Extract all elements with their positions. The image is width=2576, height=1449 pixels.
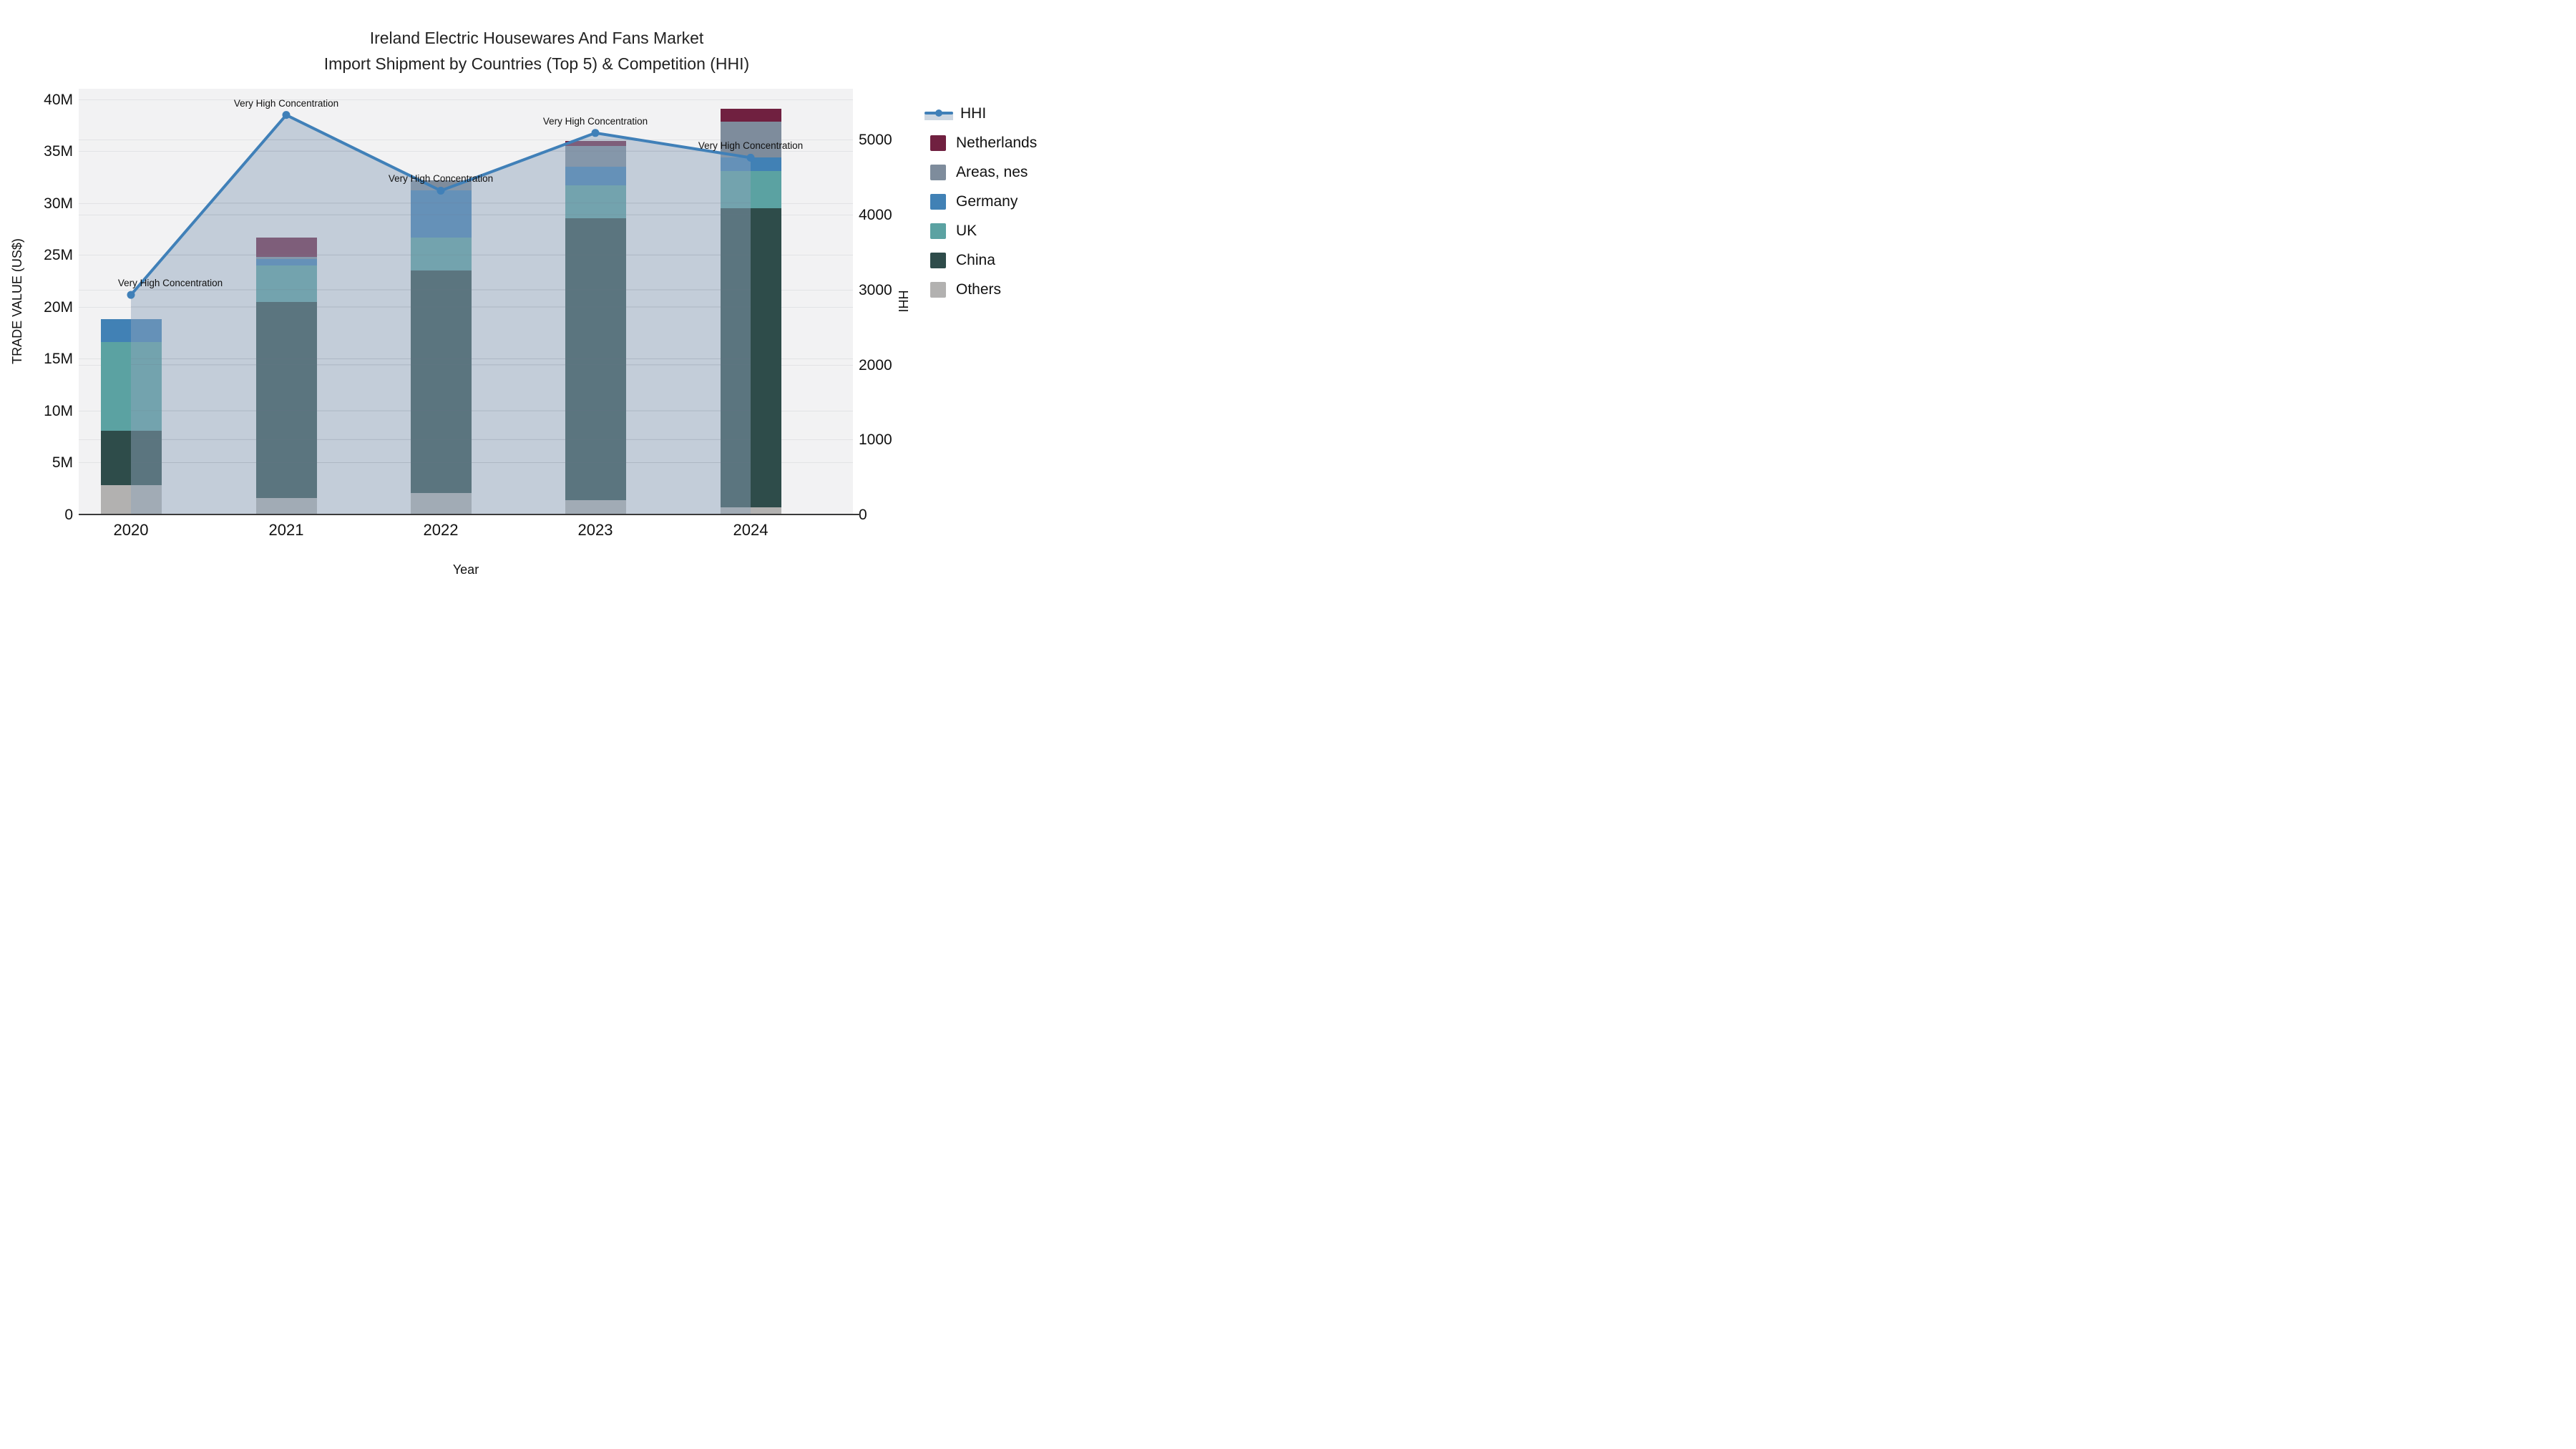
right-axis-tick-label: 3000	[859, 281, 892, 298]
bar-segment-netherlands[interactable]	[255, 237, 317, 258]
y-axis-tick-label: 20M	[44, 298, 73, 316]
x-axis-tick-label: 2022	[423, 521, 459, 539]
x-axis-tick-label: 2021	[268, 521, 304, 539]
y-axis-tick-label: 15M	[44, 351, 73, 368]
legend-item-china[interactable]: China	[930, 245, 1037, 275]
legend: HHI Netherlands Areas, nes Germany UK China Ot…	[924, 99, 1037, 304]
bar-segment-areas-nes[interactable]	[565, 145, 626, 167]
right-axis-tick-label: 4000	[859, 207, 892, 223]
bar-segment-areas-nes[interactable]	[255, 257, 317, 260]
bar-segment-uk[interactable]	[255, 265, 317, 302]
bar-segment-china[interactable]	[255, 301, 317, 498]
legend-label: HHI	[960, 104, 987, 122]
y-axis-tick-label: 5M	[52, 454, 73, 472]
annotation-very-high-concentration: Very High Concentration	[542, 116, 648, 127]
legend-label: UK	[956, 222, 977, 239]
bar-segment-china[interactable]	[410, 270, 472, 493]
bar-segment-areas-nes[interactable]	[720, 122, 781, 157]
legend-swatch-icon	[930, 223, 946, 239]
hhi-marker-2023[interactable]	[591, 129, 600, 137]
legend-swatch-icon	[930, 193, 946, 210]
bar-segment-others[interactable]	[720, 507, 781, 514]
legend-hhi-dot-icon	[935, 109, 942, 117]
hhi-marker-2020[interactable]	[127, 291, 135, 299]
bar-segment-china[interactable]	[720, 208, 781, 507]
y-axis-tick-label: 0	[64, 507, 73, 523]
bar-segment-germany[interactable]	[410, 190, 472, 238]
right-axis-tick-label: 2000	[859, 356, 892, 374]
hhi-marker-2022[interactable]	[436, 186, 445, 195]
x-axis-tick-label: 2020	[113, 521, 149, 539]
x-axis-title: Year	[452, 562, 479, 577]
legend-label: China	[956, 251, 995, 268]
hhi-area-fill	[131, 114, 751, 514]
hhi-marker-2021[interactable]	[282, 111, 291, 119]
y-axis-tick-label: 25M	[44, 247, 73, 264]
bar-segment-china[interactable]	[100, 430, 162, 486]
legend-label: Areas, nes	[956, 163, 1028, 180]
y-axis-tick-label: 40M	[44, 91, 73, 108]
bar-segment-china[interactable]	[565, 218, 626, 500]
x-axis-line	[79, 514, 860, 515]
stacked-bar-2024[interactable]	[720, 89, 781, 514]
stacked-bar-2020[interactable]	[100, 89, 162, 514]
x-axis-tick-label: 2023	[577, 521, 613, 539]
bar-segment-germany[interactable]	[255, 259, 317, 265]
right-axis-tick-label: 5000	[859, 132, 892, 149]
annotation-very-high-concentration: Very High Concentration	[117, 278, 223, 288]
legend-swatch-icon	[930, 281, 946, 298]
bar-segment-uk[interactable]	[100, 342, 162, 431]
hhi-line-layer	[127, 111, 755, 514]
y-axis-tick-label: 30M	[44, 195, 73, 212]
bar-segment-others[interactable]	[565, 499, 626, 514]
legend-label: Netherlands	[956, 134, 1038, 151]
bar-segment-uk[interactable]	[720, 170, 781, 208]
legend-label: Others	[956, 280, 1002, 298]
legend-label: Germany	[956, 192, 1018, 210]
y-axis-tick-label: 10M	[44, 402, 73, 419]
legend-swatch-icon	[930, 135, 946, 151]
bar-segment-others[interactable]	[410, 492, 472, 514]
bar-segment-netherlands[interactable]	[720, 108, 781, 122]
legend-swatch-icon	[930, 164, 946, 180]
annotation-very-high-concentration: Very High Concentration	[233, 98, 339, 109]
legend-item-netherlands[interactable]: Netherlands	[930, 128, 1037, 157]
y-axis-tick-label: 35M	[44, 143, 73, 160]
annotation-very-high-concentration: Very High Concentration	[388, 173, 494, 184]
bar-segment-netherlands[interactable]	[565, 140, 626, 146]
bar-segment-uk[interactable]	[410, 237, 472, 270]
right-axis-tick-label: 0	[859, 507, 867, 523]
legend-item-germany[interactable]: Germany	[930, 187, 1037, 216]
chart-title-line1: Ireland Electric Housewares And Fans Mar…	[369, 29, 704, 47]
annotation-very-high-concentration: Very High Concentration	[698, 140, 804, 151]
bar-segment-others[interactable]	[100, 485, 162, 514]
bar-segment-others[interactable]	[255, 497, 317, 514]
legend-item-uk[interactable]: UK	[930, 216, 1037, 245]
bar-segment-germany[interactable]	[100, 319, 162, 343]
legend-item-hhi[interactable]: HHI	[924, 99, 1037, 128]
chart-title-line2: Import Shipment by Countries (Top 5) & C…	[323, 54, 750, 73]
gridline-left-axis	[79, 151, 853, 152]
bar-segment-uk[interactable]	[565, 185, 626, 219]
hhi-marker-2024[interactable]	[746, 153, 755, 162]
stacked-bar-2023[interactable]	[565, 89, 626, 514]
legend-swatch-icon	[930, 252, 946, 268]
stacked-bar-2022[interactable]	[410, 89, 472, 514]
figure: Ireland Electric Housewares And Fans Mar…	[0, 0, 1073, 605]
x-axis-tick-label: 2024	[733, 521, 769, 539]
bar-segment-germany[interactable]	[720, 157, 781, 171]
legend-item-areas-nes[interactable]: Areas, nes	[930, 157, 1037, 187]
legend-item-others[interactable]: Others	[930, 275, 1037, 304]
right-axis-tick-label: 1000	[859, 431, 892, 449]
bar-segment-germany[interactable]	[565, 166, 626, 186]
legend-hhi-line-icon	[924, 107, 953, 121]
gridline-left-axis	[79, 99, 853, 100]
stacked-bar-2021[interactable]	[255, 89, 317, 514]
